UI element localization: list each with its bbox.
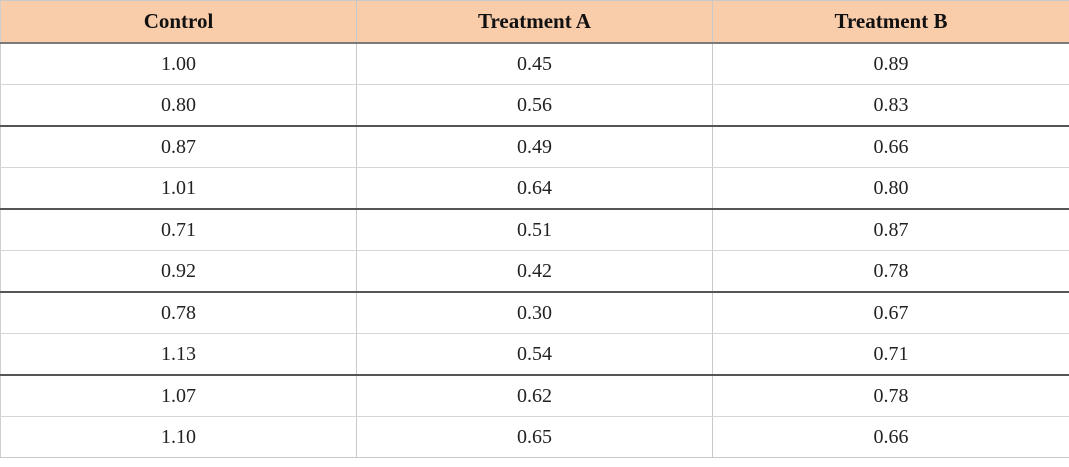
cell-treatment-b: 0.87 bbox=[712, 209, 1069, 251]
cell-control: 0.92 bbox=[0, 250, 357, 293]
cell-treatment-b: 0.78 bbox=[712, 250, 1069, 293]
cell-treatment-a: 0.42 bbox=[356, 250, 713, 293]
table-row: 1.00 0.45 0.89 bbox=[0, 43, 1069, 85]
cell-control: 1.01 bbox=[0, 167, 357, 210]
cell-treatment-a: 0.51 bbox=[356, 209, 713, 251]
cell-control: 0.87 bbox=[0, 126, 357, 168]
cell-treatment-b: 0.66 bbox=[712, 126, 1069, 168]
table-row: 0.87 0.49 0.66 bbox=[0, 126, 1069, 168]
cell-control: 1.00 bbox=[0, 43, 357, 85]
cell-treatment-a: 0.49 bbox=[356, 126, 713, 168]
cell-treatment-b: 0.67 bbox=[712, 292, 1069, 334]
table-row: 1.10 0.65 0.66 bbox=[0, 416, 1069, 458]
cell-control: 1.07 bbox=[0, 375, 357, 417]
cell-treatment-b: 0.66 bbox=[712, 416, 1069, 458]
cell-control: 0.71 bbox=[0, 209, 357, 251]
table-body: 1.00 0.45 0.89 0.80 0.56 0.83 0.87 0.49 … bbox=[0, 43, 1069, 458]
cell-treatment-a: 0.56 bbox=[356, 84, 713, 127]
table-row: 1.07 0.62 0.78 bbox=[0, 375, 1069, 417]
cell-treatment-a: 0.45 bbox=[356, 43, 713, 85]
header-row: Control Treatment A Treatment B bbox=[0, 0, 1069, 44]
cell-treatment-a: 0.65 bbox=[356, 416, 713, 458]
cell-treatment-b: 0.80 bbox=[712, 167, 1069, 210]
cell-treatment-a: 0.62 bbox=[356, 375, 713, 417]
cell-control: 0.78 bbox=[0, 292, 357, 334]
table-header: Control Treatment A Treatment B bbox=[0, 0, 1069, 44]
cell-treatment-b: 0.78 bbox=[712, 375, 1069, 417]
header-treatment-a: Treatment A bbox=[356, 0, 713, 44]
header-treatment-b: Treatment B bbox=[712, 0, 1069, 44]
cell-treatment-a: 0.64 bbox=[356, 167, 713, 210]
table-row: 0.71 0.51 0.87 bbox=[0, 209, 1069, 251]
cell-treatment-b: 0.71 bbox=[712, 333, 1069, 376]
cell-control: 1.10 bbox=[0, 416, 357, 458]
cell-treatment-b: 0.89 bbox=[712, 43, 1069, 85]
cell-treatment-a: 0.54 bbox=[356, 333, 713, 376]
table-row: 1.01 0.64 0.80 bbox=[0, 167, 1069, 210]
table-row: 0.78 0.30 0.67 bbox=[0, 292, 1069, 334]
table-row: 0.92 0.42 0.78 bbox=[0, 250, 1069, 293]
cell-control: 0.80 bbox=[0, 84, 357, 127]
cell-treatment-a: 0.30 bbox=[356, 292, 713, 334]
header-control: Control bbox=[0, 0, 357, 44]
table-row: 1.13 0.54 0.71 bbox=[0, 333, 1069, 376]
cell-treatment-b: 0.83 bbox=[712, 84, 1069, 127]
cell-control: 1.13 bbox=[0, 333, 357, 376]
table-row: 0.80 0.56 0.83 bbox=[0, 84, 1069, 127]
